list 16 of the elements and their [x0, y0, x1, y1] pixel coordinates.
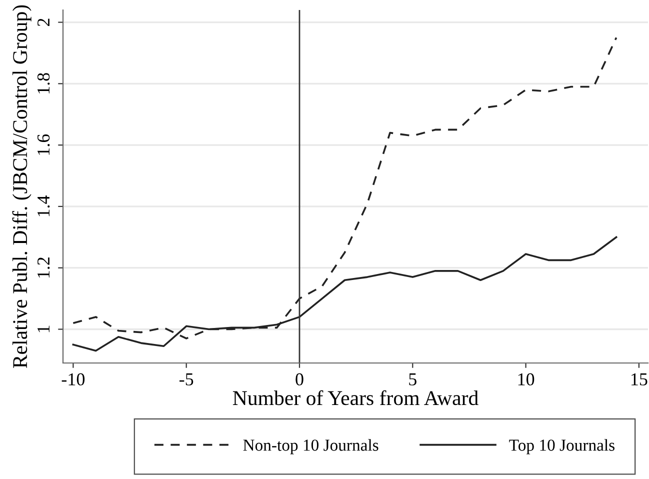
y-tick-label: 1 — [38, 326, 50, 332]
y-tick-label: 1.2 — [37, 258, 50, 278]
y-axis-title: Relative Publ. Diff. (JBCM/Control Group) — [12, 5, 32, 368]
x-tick-label: -5 — [179, 373, 194, 386]
x-axis-title: Number of Years from Award — [232, 390, 478, 406]
y-tick-label: 1.4 — [38, 195, 50, 216]
x-tick-label: 15 — [632, 373, 648, 386]
y-tick-label: 1.6 — [37, 134, 50, 155]
legend-label: Top 10 Journals — [509, 439, 614, 454]
x-tick-label: 5 — [409, 373, 416, 386]
x-tick-label: -10 — [62, 373, 85, 386]
y-tick-label: 2 — [37, 18, 50, 26]
x-tick-label: 0 — [296, 373, 304, 386]
legend-label: Non-top 10 Journals — [243, 439, 378, 454]
y-tick-label: 1.8 — [37, 73, 50, 94]
x-tick-label: 10 — [518, 373, 534, 386]
